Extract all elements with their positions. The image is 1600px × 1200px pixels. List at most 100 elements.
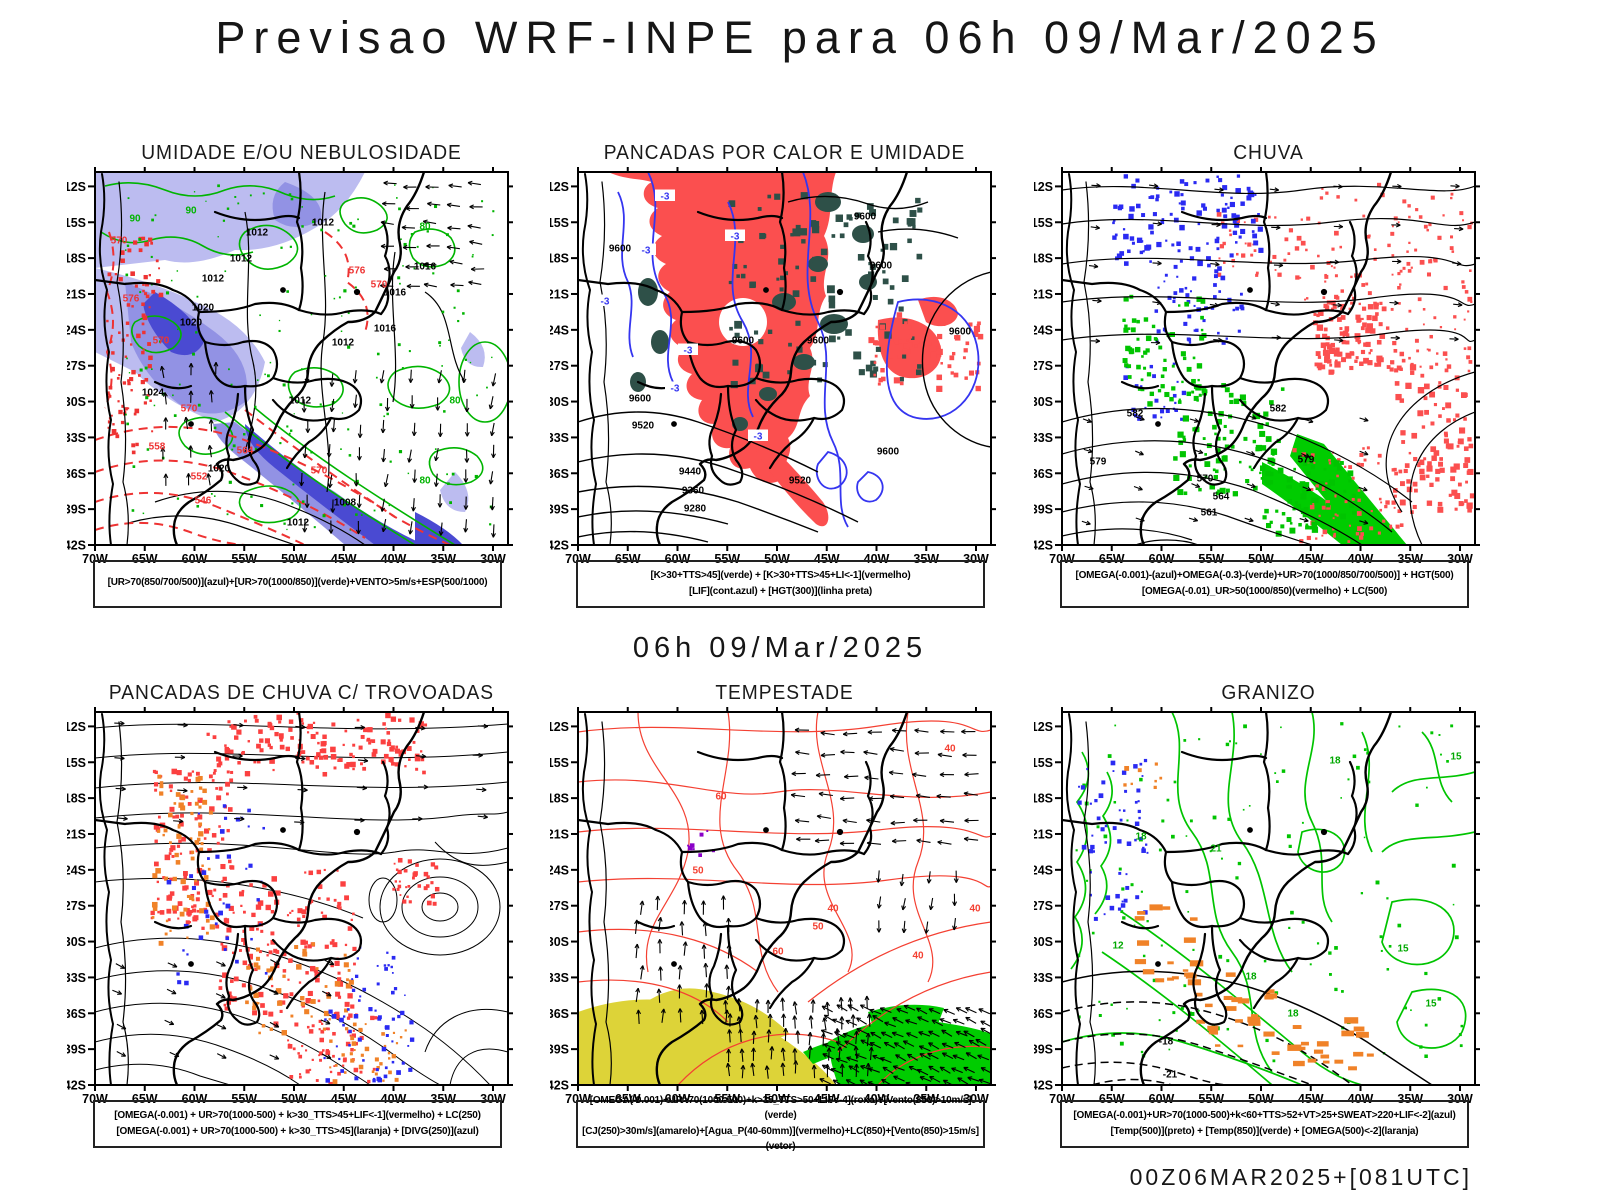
svg-text:21S: 21S bbox=[550, 827, 569, 841]
svg-text:42S: 42S bbox=[1034, 1079, 1053, 1093]
caption-box: [K>30+TTS>45](verde) + [K>30+TTS>45+LI<-… bbox=[576, 560, 985, 608]
svg-text:50W: 50W bbox=[281, 552, 307, 566]
svg-text:21S: 21S bbox=[550, 287, 569, 301]
caption-line: [CJ(250)>30m/s](amarelo)+[Agua_P(40-60mm… bbox=[582, 1126, 979, 1152]
svg-text:27S: 27S bbox=[1034, 359, 1053, 373]
svg-text:9360: 9360 bbox=[682, 486, 705, 497]
svg-text:36S: 36S bbox=[67, 1007, 86, 1021]
svg-text:60W: 60W bbox=[1149, 552, 1175, 566]
wind-arrows bbox=[380, 180, 485, 289]
svg-text:21S: 21S bbox=[67, 287, 86, 301]
svg-text:30W: 30W bbox=[1447, 1092, 1473, 1106]
svg-text:65W: 65W bbox=[615, 552, 641, 566]
svg-text:-3: -3 bbox=[661, 192, 670, 203]
panel-tempestade: TEMPESTADE bbox=[550, 680, 996, 1200]
svg-text:40: 40 bbox=[912, 951, 924, 962]
svg-text:39S: 39S bbox=[550, 503, 569, 517]
svg-text:35W: 35W bbox=[913, 1092, 939, 1106]
svg-text:40W: 40W bbox=[864, 1092, 890, 1106]
svg-text:1016: 1016 bbox=[414, 262, 437, 273]
svg-text:15: 15 bbox=[1397, 944, 1409, 955]
svg-text:18: 18 bbox=[1329, 756, 1341, 767]
svg-text:18S: 18S bbox=[1034, 252, 1053, 266]
svg-text:60W: 60W bbox=[665, 1092, 691, 1106]
svg-text:30W: 30W bbox=[480, 552, 506, 566]
svg-text:18: 18 bbox=[1135, 832, 1147, 843]
svg-text:27S: 27S bbox=[550, 899, 569, 913]
svg-text:579: 579 bbox=[1090, 457, 1107, 468]
svg-text:18: 18 bbox=[1245, 972, 1257, 983]
svg-text:18: 18 bbox=[1287, 1009, 1299, 1020]
svg-text:55W: 55W bbox=[1198, 1092, 1224, 1106]
svg-text:1024: 1024 bbox=[142, 388, 165, 399]
svg-text:50W: 50W bbox=[281, 1092, 307, 1106]
caption-line: [OMEGA(-0.001) + UR>70(1000-500) + k>30_… bbox=[114, 1109, 481, 1121]
svg-text:70W: 70W bbox=[82, 552, 108, 566]
svg-text:-3: -3 bbox=[684, 346, 693, 357]
svg-text:12: 12 bbox=[1112, 941, 1124, 952]
svg-text:-21: -21 bbox=[1163, 1070, 1178, 1081]
svg-text:15S: 15S bbox=[1034, 756, 1053, 770]
svg-text:33S: 33S bbox=[550, 971, 569, 985]
caption-line: [OMEGA(-0.001) + UR>70(1000-500) + k>30_… bbox=[116, 1126, 479, 1137]
svg-text:39S: 39S bbox=[550, 1043, 569, 1057]
svg-text:552: 552 bbox=[191, 472, 208, 483]
svg-text:55W: 55W bbox=[1198, 552, 1224, 566]
svg-text:40W: 40W bbox=[381, 552, 407, 566]
panel-title: TEMPESTADE bbox=[715, 682, 854, 704]
svg-text:39S: 39S bbox=[1034, 503, 1053, 517]
svg-text:50W: 50W bbox=[1248, 1092, 1274, 1106]
svg-text:9600: 9600 bbox=[807, 336, 830, 347]
svg-text:70W: 70W bbox=[1049, 552, 1075, 566]
svg-text:36S: 36S bbox=[550, 467, 569, 481]
svg-text:60W: 60W bbox=[182, 552, 208, 566]
svg-text:35W: 35W bbox=[913, 552, 939, 566]
svg-text:-3: -3 bbox=[601, 297, 610, 308]
caption-box: [OMEGA(-0.001)-(azul)+OMEGA(-0.3)-(verde… bbox=[1060, 560, 1469, 608]
svg-text:80: 80 bbox=[449, 396, 461, 407]
svg-text:45W: 45W bbox=[814, 552, 840, 566]
svg-text:42S: 42S bbox=[1034, 539, 1053, 553]
svg-text:42S: 42S bbox=[550, 539, 569, 553]
svg-text:12S: 12S bbox=[550, 720, 569, 734]
svg-text:60W: 60W bbox=[1149, 1092, 1175, 1106]
caption-box: [OMEGA(-0.001)+UR>70(1000-500)+k>35_TTS>… bbox=[576, 1095, 985, 1152]
svg-text:1012: 1012 bbox=[312, 218, 335, 229]
svg-text:35W: 35W bbox=[1397, 1092, 1423, 1106]
page-title: Previsao WRF-INPE para 06h 09/Mar/2025 bbox=[215, 12, 1385, 63]
svg-text:12S: 12S bbox=[67, 180, 86, 194]
svg-text:50W: 50W bbox=[764, 552, 790, 566]
svg-text:27S: 27S bbox=[67, 899, 86, 913]
svg-text:45W: 45W bbox=[814, 1092, 840, 1106]
svg-text:-3: -3 bbox=[754, 432, 763, 443]
svg-text:24S: 24S bbox=[1034, 323, 1053, 337]
svg-text:35W: 35W bbox=[430, 552, 456, 566]
svg-text:15: 15 bbox=[1425, 999, 1437, 1010]
svg-text:582: 582 bbox=[1270, 404, 1287, 415]
svg-text:40W: 40W bbox=[1348, 1092, 1374, 1106]
svg-text:33S: 33S bbox=[1034, 431, 1053, 445]
svg-text:-3: -3 bbox=[731, 232, 740, 243]
panel-trovoadas: PANCADAS DE CHUVA C/ TROVOADAS bbox=[67, 680, 513, 1200]
panel-title: CHUVA bbox=[1233, 142, 1304, 164]
svg-text:1020: 1020 bbox=[208, 464, 231, 475]
svg-text:80: 80 bbox=[419, 476, 431, 487]
caption-box: [UR>70(850/700/500)](azul)+[UR>70(1000/8… bbox=[93, 560, 502, 608]
svg-text:50W: 50W bbox=[764, 1092, 790, 1106]
svg-text:36S: 36S bbox=[1034, 467, 1053, 481]
panel-title: PANCADAS POR CALOR E UMIDADE bbox=[603, 142, 966, 164]
svg-text:9440: 9440 bbox=[679, 467, 702, 478]
svg-text:35W: 35W bbox=[430, 1092, 456, 1106]
pressure-contours bbox=[124, 191, 466, 545]
panel-umidade: UMIDADE E/OU NEBULOSIDADE bbox=[67, 140, 513, 660]
panel-chuva: CHUVA bbox=[1034, 140, 1480, 660]
svg-text:60: 60 bbox=[772, 947, 784, 958]
svg-text:33S: 33S bbox=[550, 431, 569, 445]
svg-text:30S: 30S bbox=[67, 395, 86, 409]
svg-text:24S: 24S bbox=[67, 863, 86, 877]
lif-blue-contours bbox=[617, 172, 980, 528]
